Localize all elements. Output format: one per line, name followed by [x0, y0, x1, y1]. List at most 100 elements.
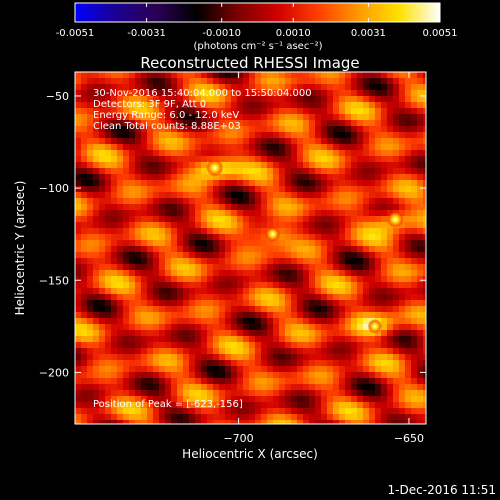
heatmap-cell: [249, 216, 255, 222]
heatmap-cell: [231, 180, 237, 186]
heatmap-cell: [195, 324, 201, 330]
heatmap-cell: [363, 408, 369, 414]
heatmap-cell: [345, 186, 351, 192]
heatmap-cell: [411, 180, 417, 186]
heatmap-cell: [135, 216, 141, 222]
heatmap-cell: [231, 84, 237, 90]
heatmap-cell: [375, 150, 381, 156]
heatmap-cell: [339, 222, 345, 228]
heatmap-cell: [279, 132, 285, 138]
heatmap-cell: [399, 156, 405, 162]
heatmap-cell: [171, 120, 177, 126]
heatmap-cell: [327, 108, 333, 114]
heatmap-cell: [123, 288, 129, 294]
heatmap-cell: [369, 210, 375, 216]
heatmap-cell: [111, 228, 117, 234]
heatmap-cell: [333, 204, 339, 210]
heatmap-cell: [93, 240, 99, 246]
heatmap-cell: [261, 354, 267, 360]
heatmap-cell: [81, 354, 87, 360]
heatmap-cell: [93, 138, 99, 144]
heatmap-cell: [345, 138, 351, 144]
heatmap-cell: [183, 132, 189, 138]
heatmap-cell: [75, 198, 81, 204]
heatmap-cell: [279, 78, 285, 84]
heatmap-cell: [381, 72, 387, 78]
heatmap-cell: [141, 114, 147, 120]
heatmap-cell: [357, 78, 363, 84]
heatmap-cell: [333, 420, 339, 424]
heatmap-cell: [309, 180, 315, 186]
heatmap-cell: [195, 150, 201, 156]
heatmap-cell: [387, 300, 393, 306]
heatmap-cell: [285, 78, 291, 84]
heatmap-cell: [357, 240, 363, 246]
heatmap-cell: [273, 306, 279, 312]
heatmap-cell: [345, 174, 351, 180]
heatmap-cell: [309, 360, 315, 366]
heatmap-cell: [183, 126, 189, 132]
heatmap-cell: [153, 390, 159, 396]
heatmap-cell: [147, 210, 153, 216]
heatmap-cell: [81, 150, 87, 156]
heatmap-cell: [165, 192, 171, 198]
heatmap-cell: [399, 300, 405, 306]
heatmap-cell: [81, 126, 87, 132]
heatmap-cell: [321, 186, 327, 192]
heatmap-cell: [135, 312, 141, 318]
heatmap-cell: [285, 102, 291, 108]
heatmap-cell: [267, 144, 273, 150]
heatmap-cell: [267, 108, 273, 114]
heatmap-cell: [339, 126, 345, 132]
heatmap-cell: [417, 90, 423, 96]
heatmap-cell: [345, 330, 351, 336]
heatmap-cell: [351, 294, 357, 300]
heatmap-cell: [189, 162, 195, 168]
heatmap-cell: [135, 96, 141, 102]
heatmap-cell: [195, 216, 201, 222]
heatmap-cell: [87, 390, 93, 396]
heatmap-cell: [183, 234, 189, 240]
heatmap-cell: [387, 186, 393, 192]
heatmap-cell: [75, 258, 81, 264]
heatmap-cell: [75, 384, 81, 390]
heatmap-cell: [111, 198, 117, 204]
heatmap-cell: [405, 330, 411, 336]
heatmap-cell: [159, 138, 165, 144]
heatmap-cell: [381, 222, 387, 228]
heatmap-cell: [375, 384, 381, 390]
heatmap-cell: [363, 378, 369, 384]
heatmap-cell: [345, 234, 351, 240]
heatmap-cell: [99, 210, 105, 216]
heatmap-cell: [369, 414, 375, 420]
heatmap-cell: [177, 72, 183, 78]
heatmap-cell: [381, 78, 387, 84]
heatmap-cell: [99, 102, 105, 108]
bright-source: [367, 319, 383, 334]
heatmap-cell: [207, 192, 213, 198]
heatmap-cell: [99, 276, 105, 282]
heatmap-cell: [183, 186, 189, 192]
heatmap-cell: [123, 342, 129, 348]
heatmap-cell: [285, 384, 291, 390]
heatmap-cell: [423, 138, 426, 144]
heatmap-cell: [189, 276, 195, 282]
heatmap-cell: [303, 72, 309, 78]
heatmap-cell: [111, 252, 117, 258]
heatmap-cell: [87, 222, 93, 228]
heatmap-cell: [351, 90, 357, 96]
heatmap-cell: [363, 132, 369, 138]
info-line-energy: Energy Range: 6.0 - 12.0 keV: [93, 110, 239, 121]
heatmap-cell: [345, 228, 351, 234]
heatmap-cell: [363, 186, 369, 192]
heatmap-cell: [363, 90, 369, 96]
heatmap-cell: [87, 168, 93, 174]
heatmap-cell: [399, 222, 405, 228]
heatmap-cell: [267, 372, 273, 378]
heatmap-cell: [393, 198, 399, 204]
heatmap-cell: [213, 102, 219, 108]
heatmap-cell: [105, 372, 111, 378]
heatmap-cell: [249, 102, 255, 108]
heatmap-cell: [183, 96, 189, 102]
heatmap-cell: [153, 270, 159, 276]
